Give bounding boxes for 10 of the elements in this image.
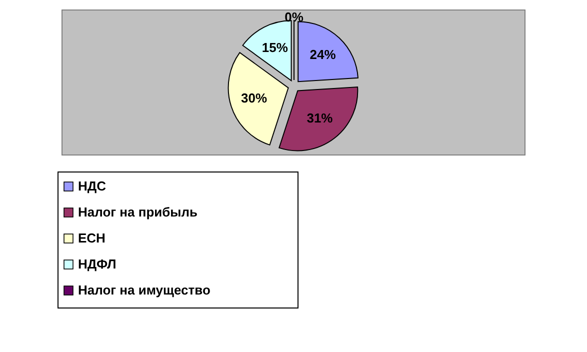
legend-label: ЕСН — [78, 230, 106, 246]
data-label: 31% — [306, 110, 334, 126]
data-label: 30% — [241, 90, 268, 106]
text: 0% — [284, 9, 304, 24]
legend-label: НДФЛ — [78, 256, 116, 272]
legend-label: НДС — [78, 178, 107, 194]
data-label: 24% — [310, 46, 336, 62]
legend-label: Налог на прибыль — [78, 204, 198, 220]
data-label: 15% — [262, 40, 288, 56]
legend-label: Налог на имущество — [78, 282, 210, 298]
